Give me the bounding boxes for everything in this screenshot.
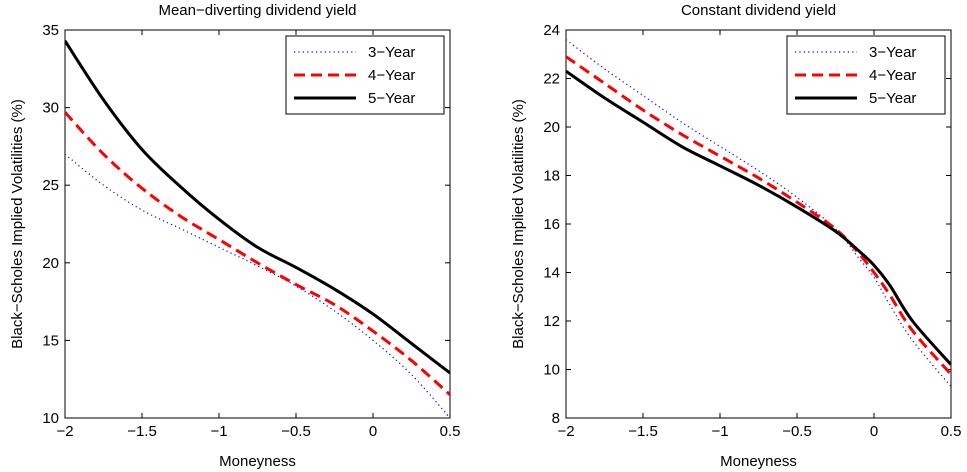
chart-title: Constant dividend yield: [681, 2, 836, 19]
x-tick-label: 0: [870, 423, 878, 440]
y-axis-label: Black−Scholes Implied Volatilities (%): [9, 99, 26, 349]
y-tick-label: 18: [543, 168, 560, 185]
x-tick-label: −1: [711, 423, 728, 440]
legend-label: 5−Year: [368, 90, 415, 107]
x-tick-label: 0.5: [941, 423, 962, 440]
chart-panel-2: −2 −1.5 −1 −0.5 0 0.5 8 10 12 14 16 18 20 22 24 Constan…: [510, 2, 961, 470]
series-line-5-year: [566, 69, 951, 366]
legend-box: [786, 35, 946, 115]
y-tick-label: 35: [42, 22, 59, 39]
legend-label: 3−Year: [368, 44, 415, 61]
y-tick-label: 30: [42, 100, 59, 117]
legend-label: 3−Year: [869, 44, 916, 61]
y-tick-label: 20: [42, 255, 59, 272]
x-tick-label: 0: [369, 423, 377, 440]
x-tick-label: −2: [557, 423, 574, 440]
y-tick-label: 25: [42, 177, 59, 194]
y-tick-label: 20: [543, 119, 560, 136]
y-tick-label: 10: [543, 362, 560, 379]
series-line-5-year: [65, 40, 450, 375]
x-tick-label: −1: [210, 423, 227, 440]
y-tick-label: 15: [42, 332, 59, 349]
y-tick-label: 10: [42, 410, 59, 427]
y-axis-label: Black−Scholes Implied Volatilities (%): [510, 99, 527, 349]
x-tick-label: −1.5: [628, 423, 658, 440]
legend-box: [285, 35, 445, 115]
legend-label: 4−Year: [368, 67, 415, 84]
y-tick-label: 16: [543, 216, 560, 233]
x-axis-label: Moneyness: [219, 453, 296, 470]
legend: 3−Year 4−Year 5−Year: [786, 35, 946, 115]
legend-label: 4−Year: [869, 67, 916, 84]
x-tick-label: −0.5: [281, 423, 311, 440]
legend: 3−Year 4−Year 5−Year: [285, 35, 445, 115]
y-tick-label: 8: [552, 410, 560, 427]
x-axis-label: Moneyness: [720, 453, 797, 470]
series-line-4-year: [65, 111, 450, 396]
y-tick-label: 24: [543, 22, 560, 39]
y-tick-label: 22: [543, 71, 560, 88]
chart-panel-1: −2 −1.5 −1 −0.5 0 0.5 10 15 20 25 30 35 Mean−diverti…: [9, 2, 460, 470]
y-tick-label: 14: [543, 265, 560, 282]
series-line-4-year: [566, 55, 951, 376]
x-tick-label: −1.5: [127, 423, 157, 440]
chart-title: Mean−diverting dividend yield: [158, 2, 356, 19]
x-tick-label: −0.5: [782, 423, 812, 440]
x-tick-label: −2: [56, 423, 73, 440]
legend-label: 5−Year: [869, 90, 916, 107]
x-tick-label: 0.5: [440, 423, 461, 440]
y-tick-label: 12: [543, 313, 560, 330]
